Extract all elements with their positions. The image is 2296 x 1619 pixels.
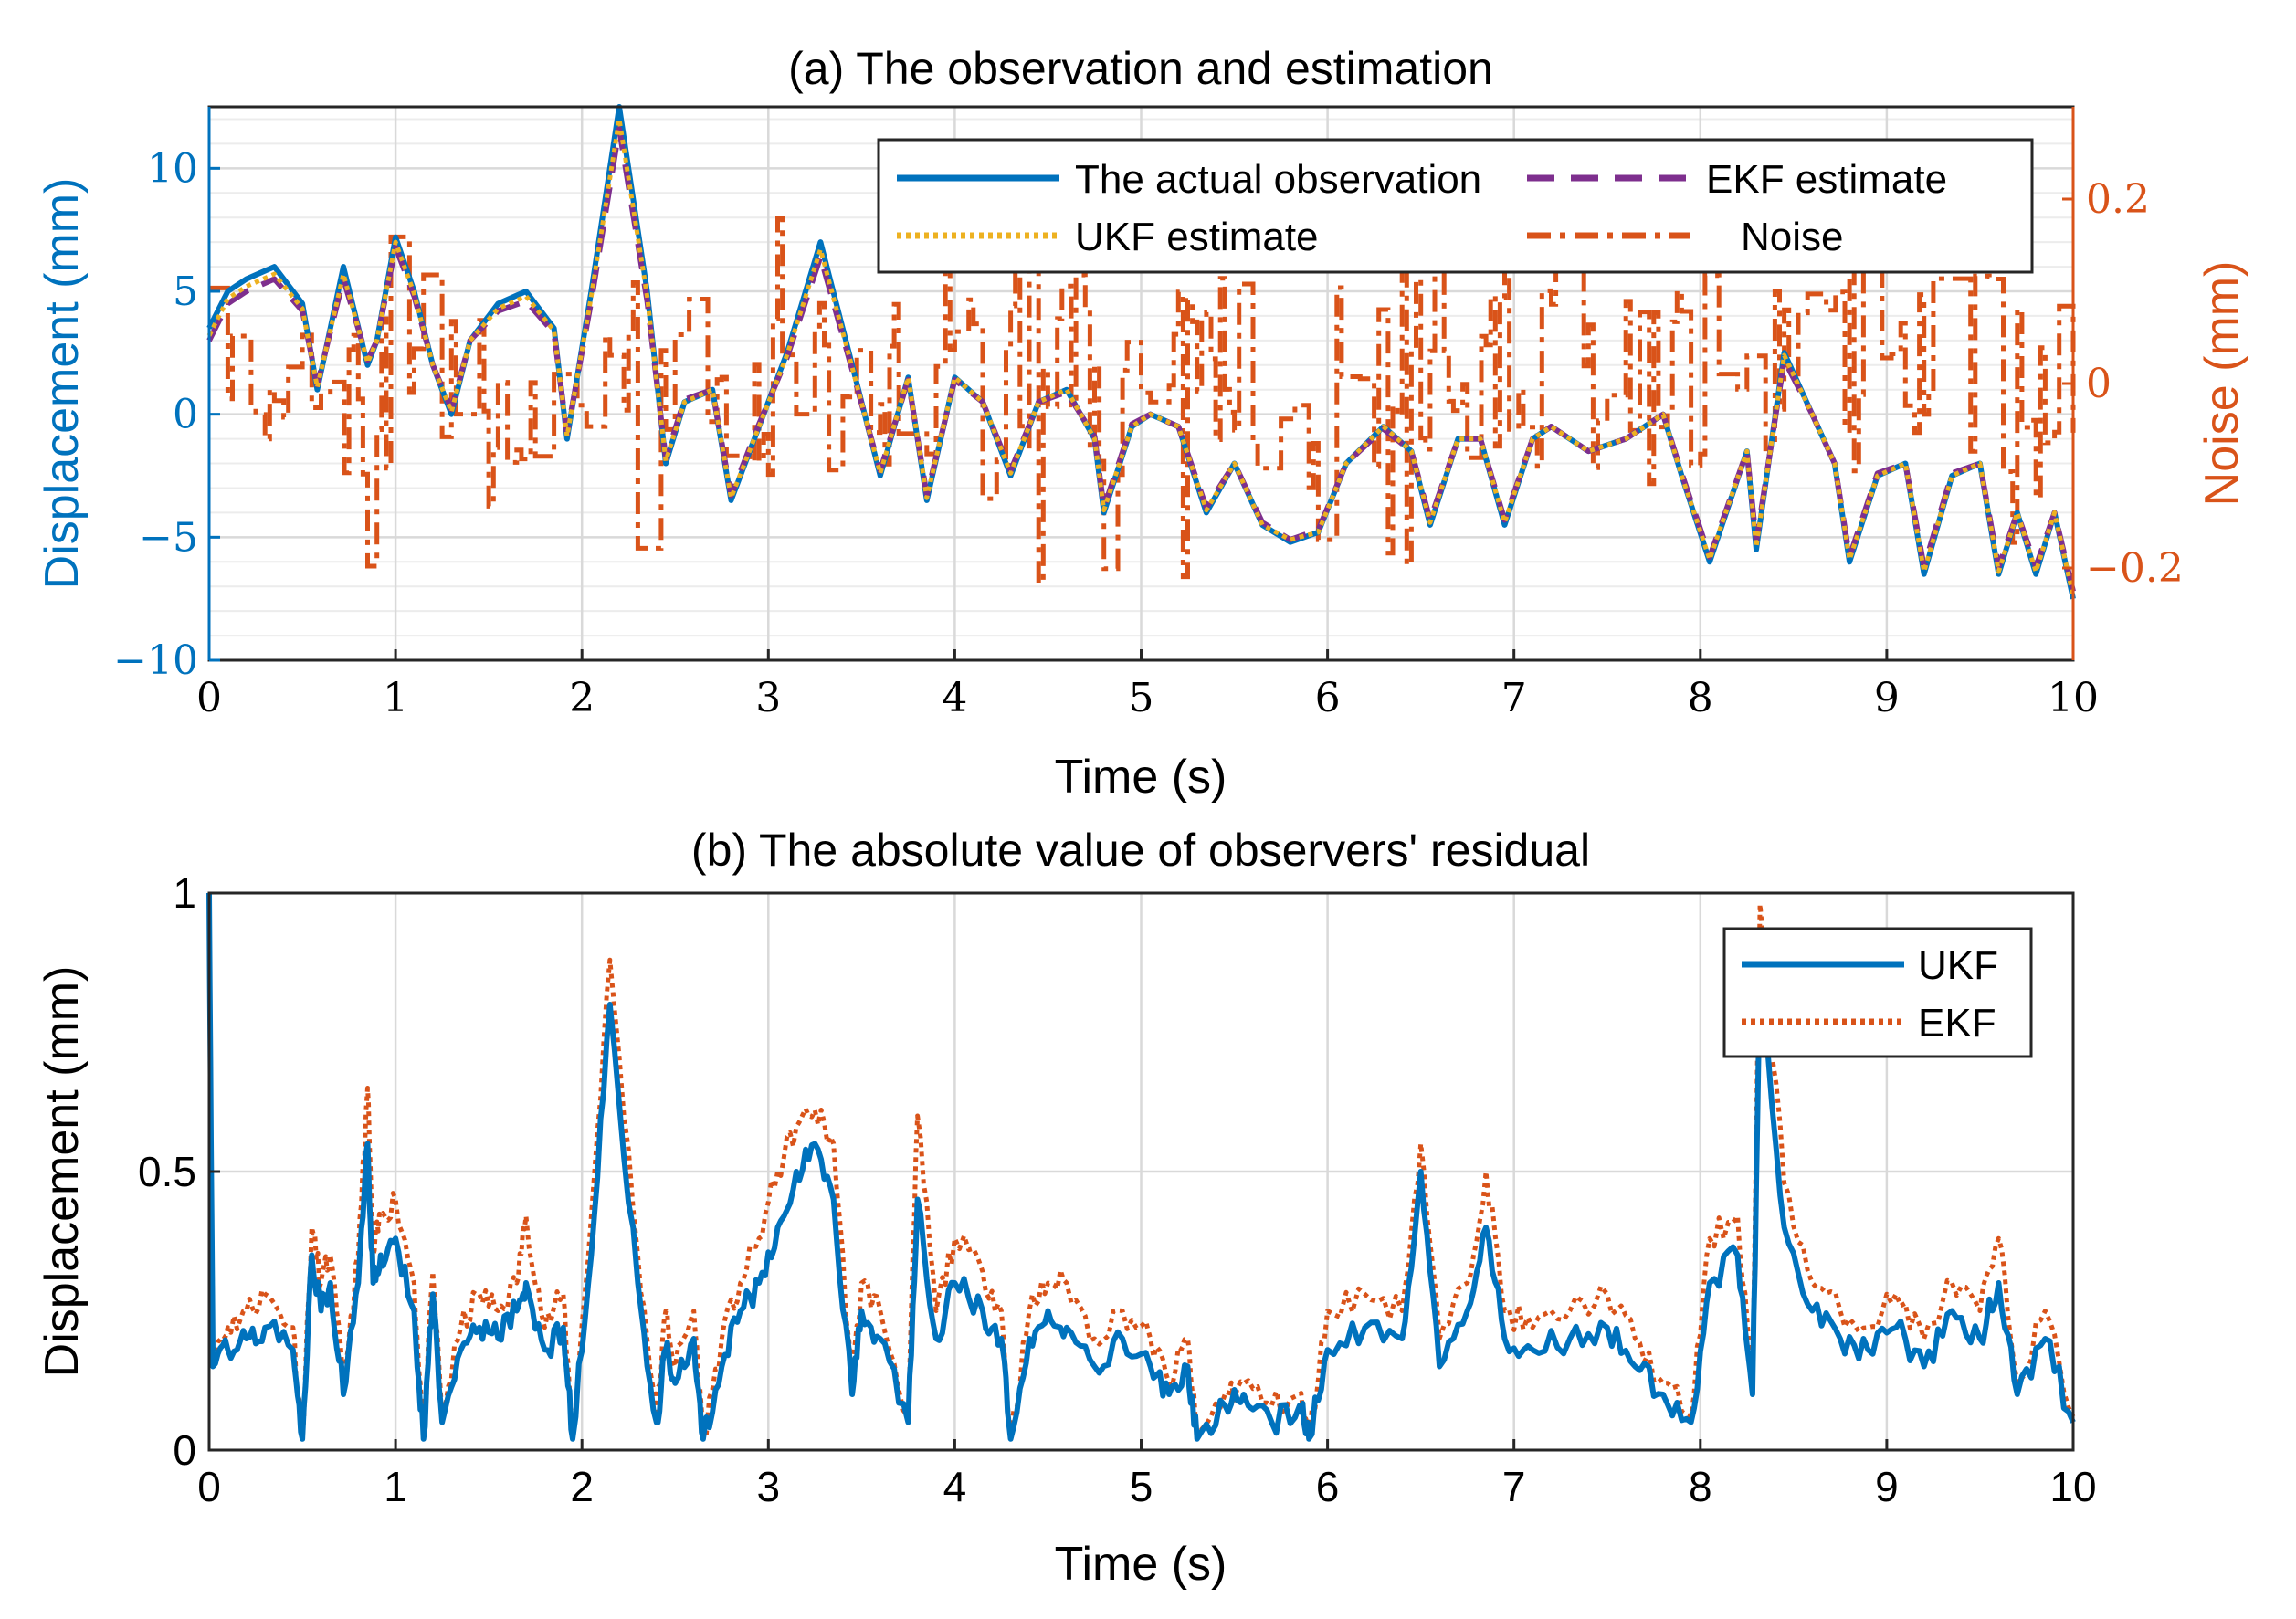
panel-a-ylabel: Displacement (mm)	[36, 178, 89, 590]
legend-label-noise: Noise	[1741, 215, 1844, 259]
panel-b-y-tick-label: 0	[173, 1426, 196, 1474]
panel-a-x-tick-label: 7	[1501, 675, 1527, 721]
legend-label-actual: The actual observation	[1075, 157, 1481, 202]
panel-a-x-tick-label: 10	[2048, 675, 2099, 721]
panel-a-x-tick-label: 2	[569, 675, 595, 721]
panel-b-xlabel: Time (s)	[1055, 1538, 1227, 1591]
panel-b-x-tick-label: 0	[197, 1463, 221, 1510]
series-ukf-estimate	[206, 117, 2076, 597]
series-ukf-residual	[206, 892, 2076, 1442]
panel-b: 0 1 2 3 4 5 6 7 8 9 10 0 0.5 1 (b) The absolute value…	[36, 825, 2097, 1591]
panel-a-x-tick-label: 6	[1315, 675, 1341, 721]
series-noise	[209, 216, 2076, 585]
panel-a-xlabel: Time (s)	[1055, 751, 1227, 804]
legend-label-ekf: EKF estimate	[1706, 157, 1947, 202]
panel-a-x-tick-label: 3	[755, 675, 781, 721]
panel-b-x-tick-label: 8	[1689, 1463, 1712, 1510]
panel-b-legend: UKF EKF	[1722, 927, 2033, 1058]
panel-a-legend: The actual observation EKF estimate UKF …	[877, 138, 2034, 274]
panel-a-y-tick-label: −5	[139, 514, 198, 561]
panel-a-x-tick-label: 9	[1874, 675, 1900, 721]
panel-b-title: (b) The absolute value of observers' res…	[691, 825, 1590, 876]
panel-a-x-tick-label: 0	[196, 675, 222, 721]
panel-a-y-right-tick-label: −0.2	[2086, 545, 2184, 592]
panel-b-x-tick-label: 10	[2049, 1463, 2096, 1510]
panel-b-x-tick-label: 4	[943, 1463, 967, 1510]
panel-a-x-tick-label: 8	[1688, 675, 1713, 721]
panel-b-y-tick-label: 1	[173, 869, 196, 917]
panel-b-series	[206, 892, 2076, 1442]
panel-a-legend-box	[877, 138, 2034, 274]
panel-a-x-tick-label: 1	[383, 675, 408, 721]
panel-a-ylabel-right: Noise (mm)	[2196, 261, 2249, 507]
panel-b-x-tick-label: 1	[384, 1463, 407, 1510]
panel-b-ylabel: Displacement (mm)	[36, 966, 89, 1378]
panel-b-x-tick-label: 5	[1130, 1463, 1153, 1510]
panel-a-x-tick-label: 5	[1129, 675, 1154, 721]
panel-b-legend-box	[1722, 927, 2033, 1058]
panel-a-y-tick-label: 0	[173, 392, 198, 438]
panel-a-series	[206, 104, 2076, 600]
panel-b-x-tick-label: 2	[570, 1463, 594, 1510]
panel-b-ticks: 0 1 2 3 4 5 6 7 8 9 10 0 0.5 1	[138, 869, 2097, 1510]
legend-label-ukf-b: UKF	[1918, 943, 1998, 988]
legend-label-ukf: UKF estimate	[1075, 215, 1319, 259]
panel-b-x-tick-label: 9	[1875, 1463, 1899, 1510]
panel-a-y-tick-label: 5	[173, 268, 198, 315]
panel-a-ticks: 0 1 2 3 4 5 6 7 8 9 10 −10 −5 0 5 10 −0.2 0 0.2	[113, 145, 2184, 721]
panel-a-y-right-tick-label: 0	[2086, 361, 2112, 407]
panel-a-y-right-tick-label: 0.2	[2086, 176, 2150, 223]
panel-b-x-tick-label: 3	[757, 1463, 781, 1510]
panel-b-y-tick-label: 0.5	[138, 1148, 196, 1195]
panel-a-x-tick-label: 4	[942, 675, 967, 721]
panel-a-y-tick-label: 10	[147, 145, 198, 192]
panel-a-y-tick-label: −10	[113, 637, 198, 684]
panel-a-title: (a) The observation and estimation	[788, 43, 1493, 94]
panel-b-x-tick-label: 6	[1316, 1463, 1340, 1510]
panel-b-x-tick-label: 7	[1502, 1463, 1526, 1510]
legend-label-ekf-b: EKF	[1918, 1001, 1996, 1046]
